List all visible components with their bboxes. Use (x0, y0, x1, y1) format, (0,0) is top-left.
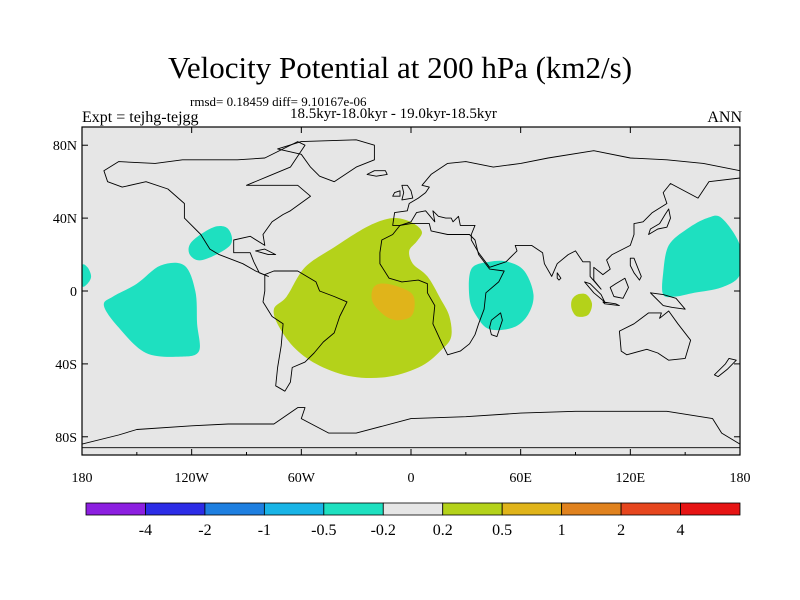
rmsd-diff-stats: rmsd= 0.18459 diff= 9.10167e-06 (190, 94, 367, 109)
lon-tick-label: 60W (288, 471, 316, 486)
colorbar-swatch (501, 502, 563, 516)
coastlines (82, 139, 740, 449)
axes: 180 120W 60W 0 60E 120E 180 80N 40N 0 40S 80S (53, 127, 751, 486)
lat-tick-label: 40N (53, 212, 77, 227)
colorbar-swatch (680, 502, 741, 516)
new-guinea-coastline (649, 292, 686, 310)
colorbar-swatch (85, 502, 146, 516)
colorbar-label: -0.2 (371, 522, 396, 539)
lon-tick-label: 180 (730, 471, 751, 486)
japan-coastline (648, 208, 671, 235)
colorbar: -4 -2 -1 -0.5 -0.2 0.2 0.5 1 2 4 (85, 502, 741, 539)
equatorial-atlantic-positive-region (371, 283, 415, 321)
colorbar-label: 1 (558, 522, 566, 539)
colorbar-swatch (145, 502, 206, 516)
velocity-potential-field (82, 215, 740, 379)
map-title: Velocity Potential at 200 hPa (km2/s) (167, 50, 633, 85)
iceland-coastline (366, 170, 388, 177)
dateline-west-negative-region (82, 264, 92, 287)
colorbar-swatch (263, 502, 325, 516)
colorbar-label: 4 (677, 522, 685, 539)
colorbar-label: -2 (198, 522, 211, 539)
africa-coastline (379, 223, 505, 356)
west-pacific-negative-region (662, 215, 740, 298)
australia-coastline (618, 310, 692, 361)
south-america-coastline (262, 270, 348, 392)
colorbar-swatch (620, 502, 681, 516)
great-britain-coastline (401, 184, 414, 201)
south-pacific-negative-region (103, 262, 200, 357)
colorbar-swatch (561, 502, 622, 516)
experiment-label: Expt = tejhg-tejgg (82, 109, 199, 126)
sumatra-coastline (584, 281, 606, 303)
season-label: ANN (707, 109, 742, 126)
philippines-coastline (629, 257, 642, 281)
madagascar-coastline (489, 312, 503, 338)
period-subtitle: 18.5kyr-18.0kyr - 19.0kyr-18.5kyr (290, 106, 497, 122)
sri-lanka-coastline (556, 272, 562, 281)
central-america-negative-region (188, 226, 233, 261)
lat-tick-label: 40S (55, 358, 77, 373)
eurasia-coastline (392, 150, 740, 290)
colorbar-swatch (382, 502, 444, 516)
south-america-atlantic-positive-region (273, 218, 452, 379)
colorbar-swatch (323, 502, 384, 516)
lon-tick-label: 120W (175, 471, 210, 486)
north-america-coastline (103, 141, 311, 277)
lon-tick-label: 120E (616, 471, 646, 486)
antarctica-coastline (82, 407, 740, 449)
greenland-coastline (277, 139, 375, 183)
lon-tick-label: 0 (408, 471, 415, 486)
java-coastline (602, 301, 620, 307)
lat-tick-label: 80S (55, 431, 77, 446)
colorbar-label: 0.2 (433, 522, 453, 539)
ireland-coastline (392, 190, 401, 197)
lon-tick-label: 60E (509, 471, 532, 486)
east-africa-negative-region (468, 260, 534, 331)
cuba-coastline (255, 248, 277, 256)
indian-ocean-positive-region (571, 293, 593, 317)
new-zealand-coastline (713, 357, 737, 378)
lat-tick-label: 0 (70, 285, 77, 300)
lat-tick-label: 80N (53, 139, 77, 154)
colorbar-label: -0.5 (311, 522, 336, 539)
colorbar-label: 2 (617, 522, 625, 539)
colorbar-swatch (442, 502, 503, 516)
colorbar-label: -1 (258, 522, 271, 539)
colorbar-label: 0.5 (492, 522, 512, 539)
lon-tick-label: 180 (72, 471, 93, 486)
colorbar-label: -4 (139, 522, 152, 539)
colorbar-swatch (204, 502, 265, 516)
borneo-coastline (609, 277, 629, 299)
